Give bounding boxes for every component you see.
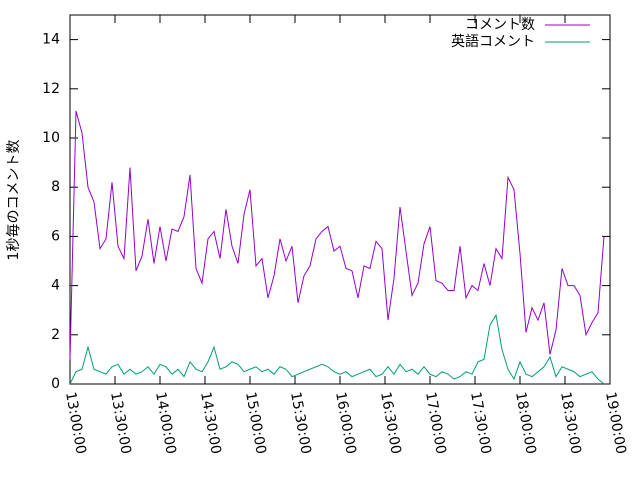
y-tick-label: 6 [51,228,60,244]
x-tick-label: 15:00:00 [242,391,269,456]
x-tick-label: 18:30:00 [557,391,584,456]
x-tick-label: 17:00:00 [422,391,449,456]
plot-frame [69,14,611,385]
x-tick-label: 14:00:00 [152,391,179,456]
x-tick-label: 17:30:00 [467,391,494,456]
y-tick-label: 12 [42,81,60,97]
y-tick-label: 14 [42,32,60,48]
y-tick-label: 2 [51,327,60,343]
x-tick-label: 13:30:00 [107,391,134,456]
legend-label: コメント数 [465,17,535,33]
x-tick-label: 14:30:00 [197,391,224,456]
x-tick-label: 19:00:00 [602,391,629,456]
y-axis-label: 1秒毎のコメント数 [6,140,22,261]
series-line [69,110,605,360]
legend-label: 英語コメント [451,33,535,50]
series-line [69,313,605,385]
y-tick-label: 4 [51,278,60,294]
x-tick-label: 16:00:00 [332,391,359,456]
x-tick-label: 15:30:00 [287,391,314,456]
y-tick-label: 0 [51,376,60,392]
y-tick-label: 10 [42,130,60,146]
x-tick-label: 13:00:00 [62,391,89,456]
y-tick-label: 8 [51,179,60,195]
x-tick-label: 16:30:00 [377,391,404,456]
x-tick-label: 18:00:00 [512,391,539,456]
